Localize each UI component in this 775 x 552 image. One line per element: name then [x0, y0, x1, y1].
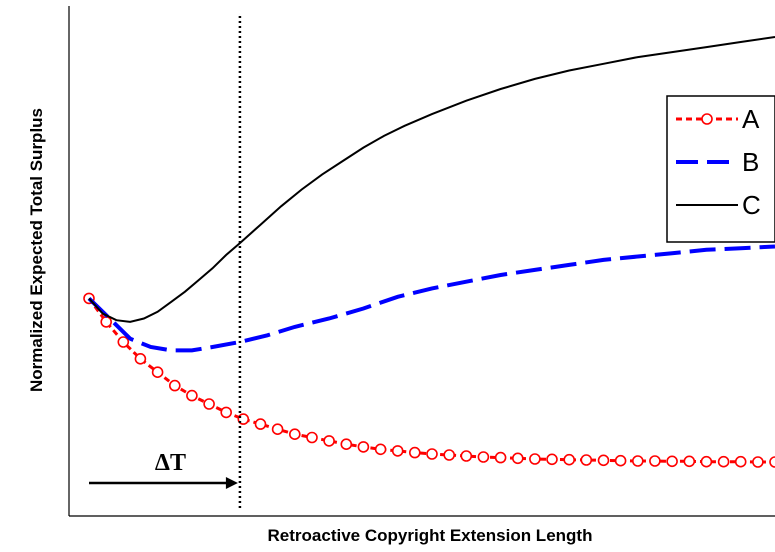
series-a-point [666, 455, 678, 468]
series-a-point [631, 455, 644, 467]
x-axis-title: Retroactive Copyright Extension Length [268, 526, 593, 545]
series-a-point [391, 445, 404, 457]
series-a-point [494, 451, 507, 464]
series-b-line [87, 244, 775, 353]
series-a-point [203, 398, 215, 410]
series-a-point [271, 423, 284, 436]
series-a-point [546, 453, 558, 466]
series-a-point [752, 456, 764, 468]
series-a-point [374, 443, 387, 456]
series-a-point [151, 366, 164, 379]
legend-c-label: C [742, 190, 761, 220]
annotation-layer: ΔT [89, 16, 242, 508]
series-a-point [460, 450, 473, 462]
series-a-point [254, 418, 267, 430]
series-a-point [100, 316, 112, 328]
delta-t-arrow-head [225, 477, 238, 489]
delta-t-label: ΔT [155, 450, 186, 476]
series-a-point [563, 453, 576, 466]
series-a-point [340, 438, 353, 451]
series-a-point [323, 435, 335, 447]
series-a-point [717, 455, 730, 468]
series-a-point [734, 455, 747, 468]
series-a-line [87, 297, 775, 464]
series-a-point [220, 406, 232, 419]
series-a-point [426, 448, 438, 460]
series-a-point [649, 455, 661, 467]
series-a-point [580, 454, 593, 466]
axes [68, 6, 775, 517]
series-a-point [288, 428, 301, 441]
series-a-point [357, 441, 370, 453]
series-a-point [306, 431, 318, 444]
series-a-point [597, 454, 610, 467]
legend-b-label: B [742, 147, 759, 177]
series-a-point [477, 451, 490, 463]
series-a-point [408, 446, 421, 459]
series-a-point [511, 452, 524, 465]
series-a-point [700, 455, 713, 468]
legend-a-marker [701, 113, 713, 125]
series-a-point [614, 454, 627, 467]
series-a-point [117, 336, 130, 348]
series-a-point [186, 389, 198, 402]
series-a-point [769, 456, 775, 468]
series-layer [83, 36, 775, 468]
legend-a-label: A [742, 104, 760, 134]
legend: ABC [666, 95, 775, 243]
series-a-point [683, 455, 696, 468]
series-a-point [443, 449, 456, 461]
y-axis-title: Normalized Expected Total Surplus [27, 108, 46, 392]
series-a-point [169, 379, 181, 392]
series-a-point [134, 352, 147, 365]
series-c-line [88, 36, 775, 323]
series-a-point [529, 453, 541, 465]
